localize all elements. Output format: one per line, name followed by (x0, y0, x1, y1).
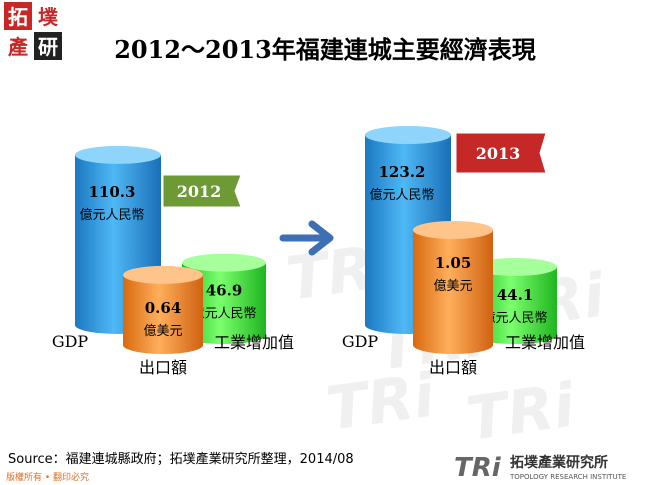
group-2013-export-unit: 億美元 (433, 278, 472, 294)
logo-char-1: 拓 (8, 5, 28, 29)
logo-char-4: 研 (38, 35, 58, 59)
group-2012-export-bar-top (123, 265, 203, 284)
group-2012-year-badge (162, 174, 242, 208)
group-2012-industry-label: 工業增加值 (214, 333, 294, 352)
group-2012-export-unit: 億美元 (143, 323, 182, 339)
transition-arrow (279, 220, 334, 256)
group-2013-gdp-unit: 億元人民幣 (369, 187, 434, 203)
tri-logo: TRi 拓墣產業研究所 TOPOLOGY RESEARCH INSTITUTE (454, 453, 626, 483)
group-2013-industry-bar-top (473, 257, 557, 276)
group-2013-year-label: 2013 (476, 144, 521, 163)
group-2013-export-bar (413, 221, 493, 354)
group-2012-industry-bar-top (182, 253, 266, 272)
group-2013-industry-bar (473, 257, 557, 344)
group-2012-export-label: 出口額 (139, 358, 187, 377)
group-2012-industry-unit: 億元人民幣 (191, 306, 256, 322)
group-2012-gdp-label: GDP (52, 332, 89, 351)
group-2012-year-label: 2012 (177, 182, 222, 201)
group-2012-export-bar (123, 265, 203, 354)
group-2012-export-bar-body (123, 274, 203, 354)
tri-company-name-en: TOPOLOGY RESEARCH INSTITUTE (509, 473, 626, 481)
group-2012-industry-value: 46.9 (206, 282, 243, 300)
group-2013-gdp-value: 123.2 (379, 163, 426, 181)
page-title: 2012～2013年福建連城主要經濟表現 (114, 35, 536, 64)
group-2012-gdp-value: 110.3 (89, 183, 136, 201)
group-2012-gdp-bar-top (75, 145, 161, 164)
group-2013-year-badge (455, 132, 547, 174)
group-2013-export-value: 1.05 (435, 254, 472, 272)
source-note: Source：福建連城縣政府；拓墣產業研究所整理，2014/08 (8, 452, 354, 467)
group-2012-export-value: 0.64 (145, 299, 182, 317)
tri-logo-mark: TRi (454, 453, 502, 483)
tri-company-name: 拓墣產業研究所 (510, 454, 608, 471)
group-2013-export-bar-body (413, 230, 493, 354)
logo-char-3: 產 (8, 35, 28, 59)
group-2013-export-bar-top (413, 221, 493, 239)
company-logo: 拓 墣 產 研 (4, 2, 62, 60)
copyright-note: 版權所有 • 翻印必究 (6, 473, 90, 483)
group-2013-industry-label: 工業增加值 (505, 333, 585, 352)
logo-char-2: 墣 (38, 5, 59, 29)
group-2012-gdp-unit: 億元人民幣 (79, 207, 144, 223)
svg-text:TRi: TRi (322, 360, 440, 445)
svg-text:TRi: TRi (462, 370, 580, 455)
group-2013-gdp-bar-top (365, 126, 451, 144)
group-2013-industry-value: 44.1 (497, 286, 534, 304)
group-2013-industry-unit: 億元人民幣 (482, 310, 547, 326)
group-2013-export-label: 出口額 (429, 358, 477, 377)
group-2013-gdp-label: GDP (342, 332, 379, 351)
group-2013-industry-bar-body (473, 266, 557, 344)
